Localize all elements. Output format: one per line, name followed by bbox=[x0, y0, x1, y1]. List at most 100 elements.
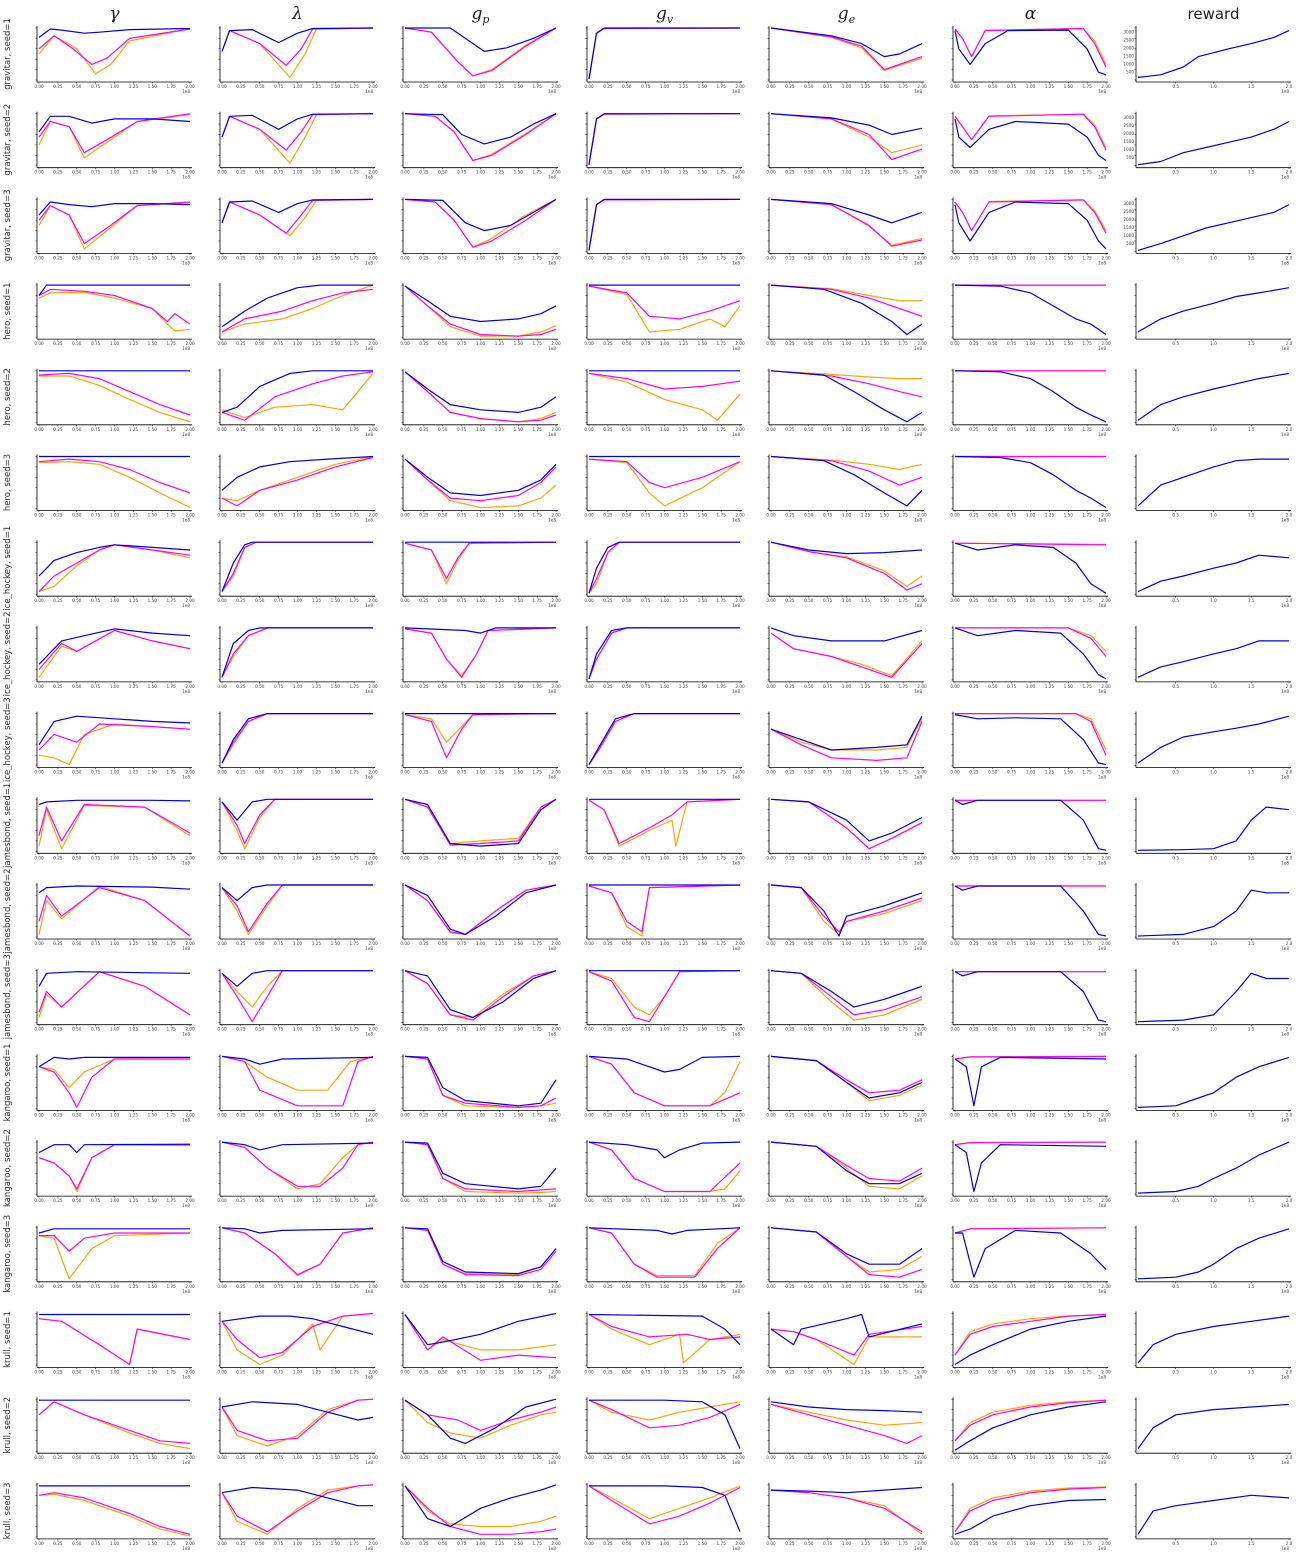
x-scale-label: 1e8 bbox=[732, 1117, 740, 1122]
series-line-magenta bbox=[404, 713, 557, 759]
x-tick-label: 1.5 bbox=[1248, 1284, 1255, 1289]
row-label: krull, seed=3 bbox=[3, 1483, 13, 1540]
series-line-magenta bbox=[404, 1141, 557, 1193]
x-tick-label: 0.25 bbox=[785, 427, 795, 432]
x-tick-label: 1.25 bbox=[1045, 855, 1055, 860]
x-scale-label: 1e8 bbox=[548, 1375, 556, 1380]
x-tick-label: 2.0 bbox=[1286, 1198, 1293, 1203]
x-scale-label: 1e8 bbox=[548, 346, 556, 351]
x-tick-label: 1.00 bbox=[1026, 427, 1036, 432]
x-tick-label: 0.50 bbox=[255, 1198, 265, 1203]
x-tick-label: 0.5 bbox=[1172, 170, 1179, 175]
x-tick-label: 0.00 bbox=[34, 1284, 44, 1289]
x-tick-label: 0.50 bbox=[72, 684, 82, 689]
series-line-magenta bbox=[955, 713, 1107, 756]
x-tick-label: 1.00 bbox=[476, 770, 486, 775]
x-tick-label: 0.00 bbox=[34, 255, 44, 260]
series-line-orange bbox=[588, 285, 741, 333]
series-line-blue bbox=[1137, 1141, 1290, 1194]
x-tick-label: 0.75 bbox=[823, 855, 833, 860]
series-line-blue bbox=[221, 370, 373, 413]
x-tick-label: 0.75 bbox=[641, 1370, 651, 1375]
x-tick-label: 0.5 bbox=[1172, 1198, 1179, 1203]
x-tick-label: 1.75 bbox=[532, 427, 542, 432]
series-line-magenta bbox=[404, 541, 557, 580]
column-title-base: g bbox=[472, 4, 483, 24]
x-tick-label: 0.25 bbox=[785, 170, 795, 175]
series-line-blue bbox=[954, 542, 1107, 594]
x-tick-label: 0.00 bbox=[34, 513, 44, 518]
series-line-orange bbox=[404, 371, 557, 423]
x-tick-label: 1.00 bbox=[1026, 1541, 1036, 1546]
x-tick-label: 0.50 bbox=[438, 1112, 448, 1117]
x-tick-label: 1.0 bbox=[1210, 170, 1217, 175]
x-tick-label: 0.25 bbox=[419, 1541, 429, 1546]
series-line-blue bbox=[404, 884, 557, 935]
x-tick-label: 2.00 bbox=[185, 598, 195, 603]
x-tick-label: 2.00 bbox=[551, 770, 561, 775]
x-tick-label: 2.00 bbox=[185, 1455, 195, 1460]
x-scale-label: 1e8 bbox=[1281, 346, 1289, 351]
x-tick-label: 0.50 bbox=[255, 1027, 265, 1032]
x-tick-label: 1.75 bbox=[716, 1112, 726, 1117]
series-line-magenta bbox=[38, 372, 191, 416]
x-tick-label: 2.00 bbox=[1101, 84, 1111, 89]
y-tick-label: 2500 bbox=[1123, 123, 1134, 128]
x-tick-label: 0.75 bbox=[641, 1541, 651, 1546]
x-tick-label: 0.00 bbox=[766, 598, 776, 603]
x-tick-label: 2.00 bbox=[551, 255, 561, 260]
row-label: kangaroo, seed=1 bbox=[3, 1043, 13, 1121]
series-line-magenta bbox=[588, 1227, 741, 1278]
x-scale-label: 1e8 bbox=[548, 1203, 556, 1208]
series-line-magenta bbox=[955, 627, 1107, 657]
x-tick-label: 1.00 bbox=[660, 1112, 670, 1117]
x-tick-label: 0.75 bbox=[91, 84, 101, 89]
x-tick-label: 1.75 bbox=[349, 1370, 359, 1375]
x-tick-label: 1.25 bbox=[312, 855, 322, 860]
series-line-blue bbox=[1137, 120, 1290, 166]
series-line-blue bbox=[221, 27, 374, 52]
x-tick-label: 1.50 bbox=[880, 598, 890, 603]
x-tick-label: 0.75 bbox=[91, 1370, 101, 1375]
x-tick-label: 1.25 bbox=[129, 1284, 139, 1289]
x-scale-label: 1e8 bbox=[365, 432, 373, 437]
x-tick-label: 0.50 bbox=[988, 1370, 998, 1375]
x-tick-label: 1.00 bbox=[1026, 513, 1036, 518]
x-tick-label: 0.00 bbox=[950, 941, 960, 946]
x-tick-label: 1.75 bbox=[1082, 855, 1092, 860]
x-tick-label: 1.50 bbox=[698, 1284, 708, 1289]
x-tick-label: 1.5 bbox=[1248, 941, 1255, 946]
series-line-blue bbox=[954, 1056, 1107, 1107]
x-tick-label: 2.00 bbox=[917, 770, 927, 775]
x-tick-label: 1.25 bbox=[312, 255, 322, 260]
x-tick-label: 2.00 bbox=[917, 1370, 927, 1375]
series-line-blue bbox=[221, 455, 374, 491]
x-tick-label: 0.25 bbox=[969, 1027, 979, 1032]
series-line-blue bbox=[954, 455, 1107, 509]
series-line-blue bbox=[221, 1486, 373, 1507]
x-tick-label: 2.00 bbox=[368, 341, 378, 346]
x-tick-label: 1.50 bbox=[1064, 1541, 1074, 1546]
x-tick-label: 1.75 bbox=[349, 1198, 359, 1203]
x-scale-label: 1e8 bbox=[548, 1032, 556, 1037]
x-tick-label: 0.75 bbox=[91, 1198, 101, 1203]
x-tick-label: 1.50 bbox=[880, 1284, 890, 1289]
series-line-blue bbox=[38, 27, 191, 38]
x-scale-label: 1e8 bbox=[732, 1032, 740, 1037]
series-line-orange bbox=[221, 627, 373, 678]
x-tick-label: 1.75 bbox=[349, 1284, 359, 1289]
x-scale-label: 1e8 bbox=[365, 1546, 373, 1551]
x-tick-label: 1.25 bbox=[1045, 1284, 1055, 1289]
x-tick-label: 2.00 bbox=[1101, 513, 1111, 518]
x-tick-label: 1.50 bbox=[698, 341, 708, 346]
y-tick-label: 1500 bbox=[1123, 139, 1134, 144]
x-tick-label: 1.75 bbox=[716, 1541, 726, 1546]
